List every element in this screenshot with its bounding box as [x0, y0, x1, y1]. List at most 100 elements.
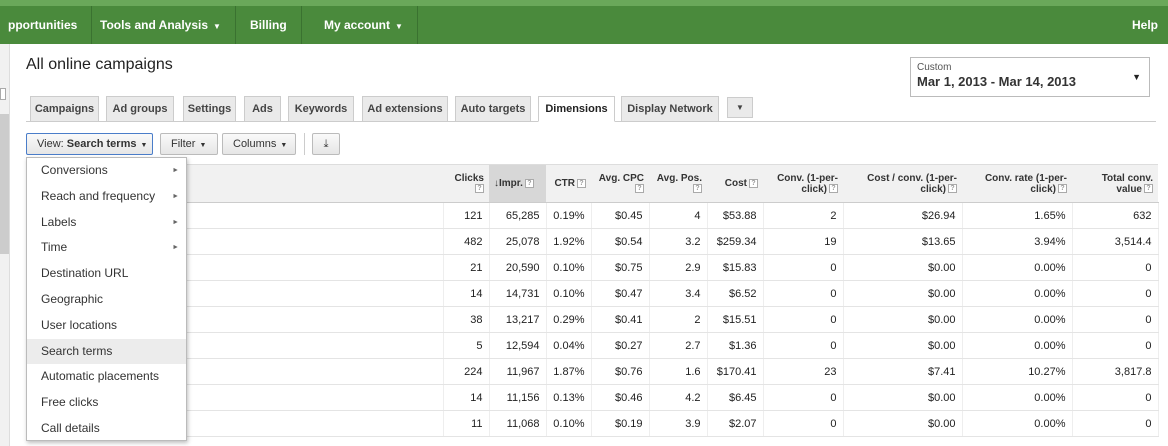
table-cell: $0.47	[591, 280, 650, 307]
sidebar-toggle[interactable]	[0, 88, 6, 100]
help-icon[interactable]: ?	[635, 184, 644, 194]
menu-item-automatic-placements[interactable]: Automatic placements	[27, 364, 186, 390]
menu-item-labels[interactable]: Labels ►	[27, 210, 186, 236]
column-header-cost-per-conversion[interactable]: Cost / conv. (1-per-click)?	[843, 164, 962, 203]
top-navigation: pportunities Tools and Analysis ▼ Billing…	[0, 0, 1168, 44]
nav-my-account[interactable]: My account ▼	[310, 6, 418, 44]
menu-item-free-clicks[interactable]: Free clicks	[27, 390, 186, 416]
table-cell: $15.83	[707, 254, 764, 281]
column-header-cost[interactable]: Cost?	[707, 164, 763, 203]
table-cell: 2.9	[649, 254, 708, 281]
nav-help[interactable]: Help	[1118, 6, 1168, 44]
table-cell: $7.41	[843, 358, 963, 385]
view-dropdown-menu: Conversions ► Reach and frequency ► Labels ► T…	[26, 157, 187, 441]
filter-button[interactable]: Filter ▼	[160, 133, 218, 155]
columns-button[interactable]: Columns ▼	[222, 133, 296, 155]
view-value: Search terms	[66, 138, 137, 150]
menu-item-call-details[interactable]: Call details	[27, 416, 186, 442]
column-header-ctr[interactable]: CTR?	[546, 164, 591, 203]
menu-item-label: Automatic placements	[41, 369, 160, 384]
table-cell: 0	[1072, 410, 1159, 437]
table-cell: 1.87%	[546, 358, 592, 385]
column-header-label: Cost	[724, 178, 747, 189]
tabs-more-button[interactable]: ▼	[727, 97, 753, 118]
table-row[interactable]: 224 11,967 1.87% $0.76 1.6 $170.41 23 $7.41 10.2…	[186, 358, 1159, 385]
table-cell: 0.10%	[546, 410, 592, 437]
table-row[interactable]: 14 11,156 0.13% $0.46 4.2 $6.45 0 $0.00 0.00% 0	[186, 384, 1159, 411]
nav-tools-and-analysis[interactable]: Tools and Analysis ▼	[86, 6, 236, 44]
help-icon[interactable]: ?	[475, 184, 484, 194]
table-cell: $0.00	[843, 332, 963, 359]
date-range-picker[interactable]: Custom Mar 1, 2013 - Mar 14, 2013 ▼	[910, 57, 1150, 97]
table-cell: $6.52	[707, 280, 764, 307]
table-cell: 3.4	[649, 280, 708, 307]
tab-label: Ad extensions	[367, 103, 443, 115]
column-header-label: Impr.	[499, 178, 523, 189]
table-cell: $6.45	[707, 384, 764, 411]
search-term-cell	[186, 306, 444, 333]
column-header-avg-cpc[interactable]: Avg. CPC?	[591, 164, 649, 203]
table-row[interactable]: 21 20,590 0.10% $0.75 2.9 $15.83 0 $0.00 0.00% 0	[186, 254, 1159, 281]
left-sidebar-collapsed[interactable]	[0, 44, 10, 446]
tab-ad-groups[interactable]: Ad groups	[106, 96, 174, 122]
table-cell: $170.41	[707, 358, 764, 385]
help-icon[interactable]: ?	[1144, 184, 1153, 194]
table-row[interactable]: 5 12,594 0.04% $0.27 2.7 $1.36 0 $0.00 0.00% 0	[186, 332, 1159, 359]
menu-item-time[interactable]: Time ►	[27, 235, 186, 261]
table-row[interactable]: 482 25,078 1.92% $0.54 3.2 $259.34 19 $13.65 3.9…	[186, 228, 1159, 255]
table-row[interactable]: 11 11,068 0.10% $0.19 3.9 $2.07 0 $0.00 0.00% 0	[186, 410, 1159, 437]
tab-auto-targets[interactable]: Auto targets	[455, 96, 531, 122]
menu-item-conversions[interactable]: Conversions ►	[27, 158, 186, 184]
nav-opportunities[interactable]: pportunities	[0, 6, 93, 44]
tab-ads[interactable]: Ads	[244, 96, 281, 122]
table-cell: 0	[1072, 384, 1159, 411]
column-header-impressions[interactable]: ↓Impr.?	[489, 164, 546, 203]
view-dropdown-button[interactable]: View: Search terms ▼	[26, 133, 153, 155]
column-header-avg-pos[interactable]: Avg. Pos.?	[649, 164, 707, 203]
table-row[interactable]: 121 65,285 0.19% $0.45 4 $53.88 2 $26.94 1.65% 63…	[186, 202, 1159, 229]
column-header-conversions[interactable]: Conv. (1-per-click)?	[763, 164, 843, 203]
table-row[interactable]: 38 13,217 0.29% $0.41 2 $15.51 0 $0.00 0.00% 0	[186, 306, 1159, 333]
nav-billing[interactable]: Billing	[236, 6, 302, 44]
menu-item-reach-and-frequency[interactable]: Reach and frequency ►	[27, 184, 186, 210]
column-header-total-conv-value[interactable]: Total conv. value?	[1072, 164, 1158, 203]
sidebar-scrollbar[interactable]	[0, 114, 9, 254]
tab-dimensions[interactable]: Dimensions	[538, 96, 615, 122]
search-term-cell	[186, 280, 444, 307]
tab-keywords[interactable]: Keywords	[288, 96, 354, 122]
tab-label: Auto targets	[460, 103, 526, 115]
table-cell: 0.00%	[962, 306, 1073, 333]
search-term-cell	[186, 384, 444, 411]
table-cell: 19	[763, 228, 844, 255]
column-header-clicks[interactable]: Clicks?	[443, 164, 489, 203]
tab-label: Ads	[252, 103, 273, 115]
menu-item-geographic[interactable]: Geographic	[27, 287, 186, 313]
table-cell: $0.19	[591, 410, 650, 437]
help-icon[interactable]: ?	[524, 178, 534, 188]
help-icon[interactable]: ?	[829, 184, 838, 194]
search-term-cell	[186, 332, 444, 359]
table-cell: $15.51	[707, 306, 764, 333]
chevron-down-icon: ▼	[736, 103, 744, 112]
column-header-label: Cost / conv. (1-per-click)	[867, 172, 957, 195]
tab-display-network[interactable]: Display Network	[621, 96, 719, 122]
help-icon[interactable]: ?	[948, 184, 957, 194]
help-icon[interactable]: ?	[749, 178, 758, 188]
tab-ad-extensions[interactable]: Ad extensions	[362, 96, 448, 122]
help-icon[interactable]: ?	[1058, 184, 1067, 194]
table-cell: 14	[443, 384, 490, 411]
menu-item-destination-url[interactable]: Destination URL	[27, 261, 186, 287]
table-row[interactable]: 14 14,731 0.10% $0.47 3.4 $6.52 0 $0.00 0.00% 0	[186, 280, 1159, 307]
table-cell: 0	[763, 332, 844, 359]
menu-item-search-terms[interactable]: Search terms	[27, 338, 186, 365]
column-header-conversion-rate[interactable]: Conv. rate (1-per-click)?	[962, 164, 1072, 203]
help-icon[interactable]: ?	[577, 178, 586, 188]
table-cell: 14	[443, 280, 490, 307]
help-icon[interactable]: ?	[693, 184, 702, 194]
table-cell: 0.00%	[962, 280, 1073, 307]
tab-settings[interactable]: Settings	[183, 96, 236, 122]
menu-item-user-locations[interactable]: User locations	[27, 313, 186, 339]
tab-campaigns[interactable]: Campaigns	[30, 96, 99, 122]
table-cell: 3.2	[649, 228, 708, 255]
download-button[interactable]: ⤓	[312, 133, 340, 155]
